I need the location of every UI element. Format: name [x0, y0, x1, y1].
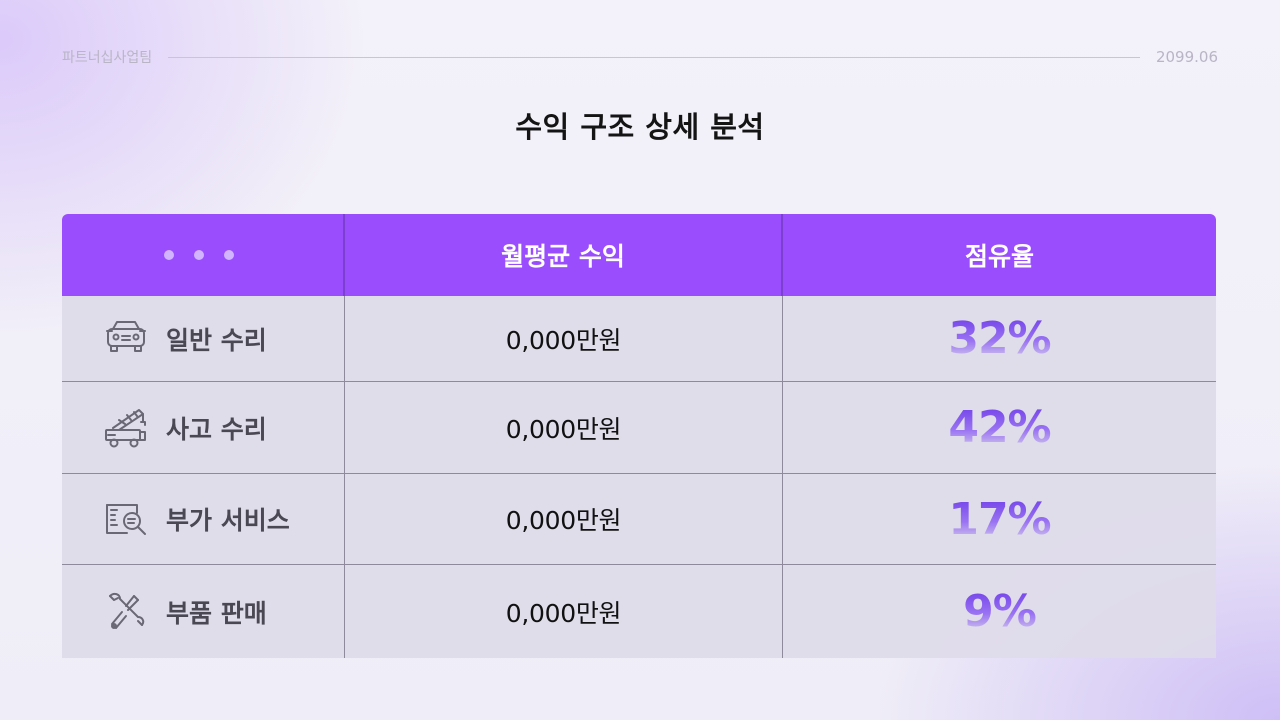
header-cell-share: 점유율: [964, 242, 1034, 271]
share-value: 17%: [948, 493, 1051, 545]
table-body: 일반 수리 0,000만원 32%: [62, 296, 1216, 658]
category-label: 일반 수리: [166, 325, 267, 355]
page-title: 수익 구조 상세 분석: [515, 110, 765, 144]
tow-truck-icon: [102, 404, 150, 452]
table-row: 부품 판매 0,000만원 9%: [62, 565, 1216, 658]
revenue-table: 월평균 수익 점유율 일반 수리: [62, 214, 1216, 658]
dots-decoration: [163, 250, 234, 260]
revenue-cell: 0,000만원: [345, 382, 783, 473]
category-label: 사고 수리: [166, 414, 267, 444]
share-value: 42%: [948, 402, 1051, 453]
revenue-value: 0,000만원: [505, 325, 622, 355]
dot: [223, 250, 234, 260]
revenue-value: 0,000만원: [505, 414, 622, 444]
category-label: 부품 판매: [166, 598, 267, 628]
category-cell: 부품 판매: [62, 565, 345, 658]
revenue-value: 0,000만원: [505, 598, 622, 628]
header-divider: [168, 56, 1140, 58]
revenue-cell: 0,000만원: [345, 474, 783, 564]
dot: [163, 250, 174, 260]
share-cell: 9%: [783, 565, 1216, 658]
header-cell-revenue: 월평균 수익: [345, 214, 783, 296]
table-header: 월평균 수익 점유율: [62, 214, 1216, 296]
share-value: 32%: [948, 313, 1051, 364]
category-cell: 일반 수리: [62, 296, 345, 381]
search-document-icon: [102, 495, 150, 543]
tools-icon: [102, 588, 150, 636]
share-cell: 42%: [783, 382, 1216, 473]
header-cell-dots: [62, 214, 345, 296]
share-cell: 17%: [783, 474, 1216, 564]
revenue-value: 0,000만원: [505, 506, 622, 535]
revenue-cell: 0,000만원: [345, 296, 783, 381]
revenue-cell: 0,000만원: [345, 565, 783, 658]
car-icon: [102, 315, 150, 363]
category-cell: 부가 서비스: [62, 474, 345, 564]
share-value: 9%: [963, 586, 1037, 637]
table-row: 부가 서비스 0,000만원 17%: [62, 474, 1216, 565]
share-cell: 32%: [783, 296, 1216, 381]
date-label: 2099.06: [1155, 48, 1218, 66]
top-bar: 파트너십사업팀 2099.06: [62, 46, 1218, 68]
category-cell: 사고 수리: [62, 382, 345, 473]
table-row: 일반 수리 0,000만원 32%: [62, 296, 1216, 382]
dot: [193, 250, 204, 260]
team-name: 파트너십사업팀: [62, 50, 153, 66]
table-row: 사고 수리 0,000만원 42%: [62, 382, 1216, 474]
category-label: 부가 서비스: [166, 506, 290, 535]
